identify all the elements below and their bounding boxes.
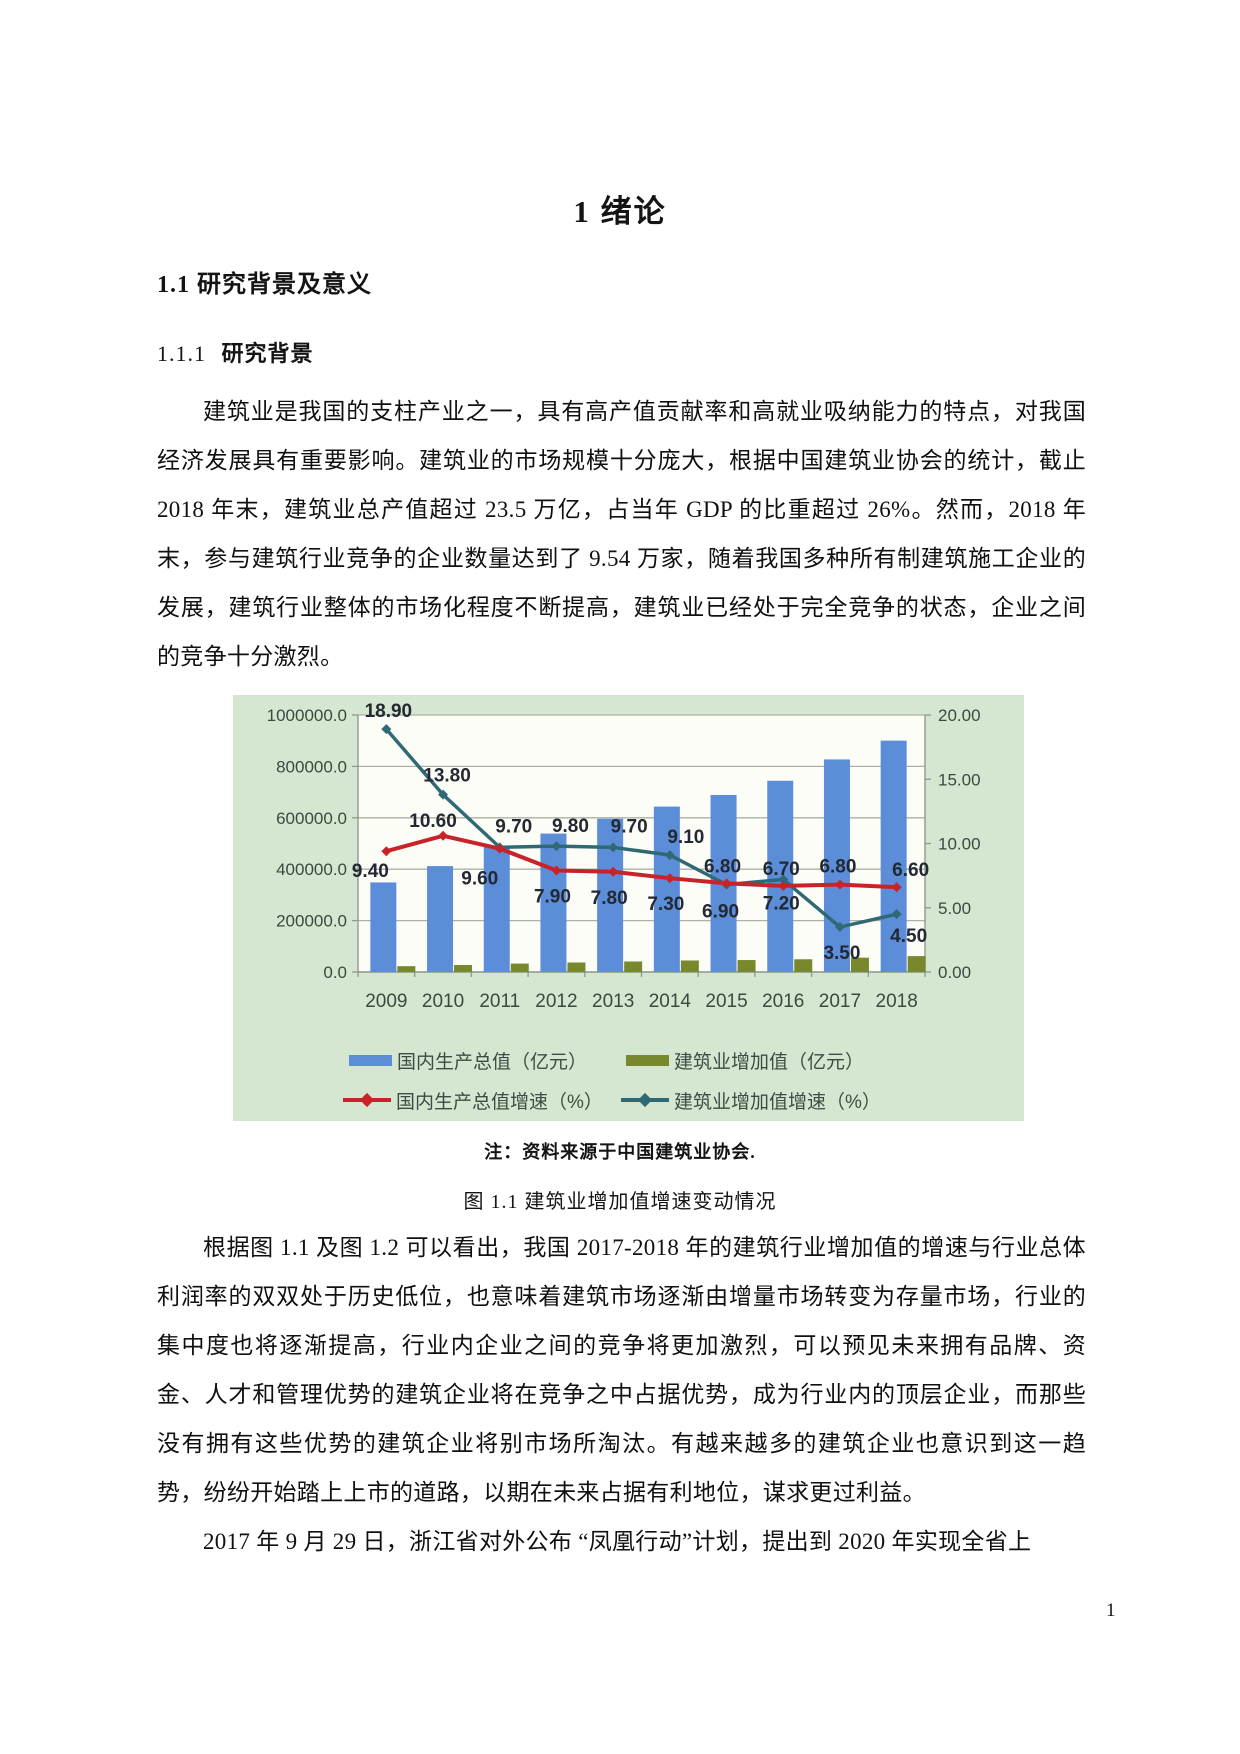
svg-text:7.90: 7.90 (534, 886, 571, 907)
svg-text:7.20: 7.20 (763, 893, 800, 914)
svg-text:600000.0: 600000.0 (276, 809, 347, 828)
svg-text:800000.0: 800000.0 (276, 757, 347, 776)
paragraph-research-background-1: 建筑业是我国的支柱产业之一，具有高产值贡献率和高就业吸纳能力的特点，对我国经济发… (157, 399, 1086, 669)
figure-combo-chart: 1000000.0 800000.0 600000.0 400000.0 200000.… (233, 695, 1024, 1121)
figure-note: 注：资料来源于中国建筑业协会. (484, 1142, 756, 1162)
svg-text:2012: 2012 (535, 991, 577, 1012)
subsection-title: 研究背景 (221, 341, 314, 366)
svg-text:7.30: 7.30 (647, 894, 684, 915)
subsection-number: 1.1.1 (157, 341, 206, 366)
svg-text:6.80: 6.80 (704, 857, 741, 878)
svg-text:9.60: 9.60 (461, 869, 498, 890)
svg-text:2013: 2013 (592, 991, 634, 1012)
svg-text:15.00: 15.00 (938, 770, 981, 789)
svg-text:2010: 2010 (422, 991, 464, 1012)
paragraph-research-background-3: 2017 年 9 月 29 日，浙江省对外公布 “凤凰行动”计划，提出到 202… (203, 1529, 1032, 1554)
svg-text:6.70: 6.70 (763, 859, 800, 880)
svg-text:10.00: 10.00 (938, 835, 981, 854)
svg-text:9.80: 9.80 (552, 816, 589, 837)
svg-text:7.80: 7.80 (591, 888, 628, 909)
svg-text:2017: 2017 (819, 991, 861, 1012)
svg-text:3.50: 3.50 (823, 943, 860, 964)
svg-text:6.90: 6.90 (702, 901, 739, 922)
svg-text:9.70: 9.70 (495, 816, 532, 837)
svg-text:9.70: 9.70 (611, 816, 648, 837)
svg-text:400000.0: 400000.0 (276, 860, 347, 879)
paragraph-research-background-2: 根据图 1.1 及图 1.2 可以看出，我国 2017-2018 年的建筑行业增… (157, 1235, 1086, 1505)
svg-text:18.90: 18.90 (365, 701, 413, 722)
page-title: 1 绪论 (573, 194, 667, 229)
svg-text:6.80: 6.80 (819, 857, 856, 878)
svg-text:2018: 2018 (876, 991, 918, 1012)
section-heading: 1.1 研究背景及意义 (157, 272, 372, 298)
combo-chart-canvas: 1000000.0 800000.0 600000.0 400000.0 200000.… (233, 695, 1024, 1121)
svg-text:200000.0: 200000.0 (276, 912, 347, 931)
svg-text:2015: 2015 (705, 991, 747, 1012)
page-number: 1 (1106, 1600, 1116, 1621)
svg-text:2009: 2009 (365, 991, 407, 1012)
svg-text:5.00: 5.00 (938, 899, 971, 918)
svg-text:2016: 2016 (762, 991, 804, 1012)
svg-text:4.50: 4.50 (890, 926, 927, 947)
svg-text:6.60: 6.60 (892, 860, 929, 881)
svg-text:13.80: 13.80 (423, 766, 471, 787)
svg-text:0.00: 0.00 (938, 963, 971, 982)
svg-text:20.00: 20.00 (938, 706, 981, 725)
svg-text:0.0: 0.0 (323, 963, 347, 982)
svg-text:2014: 2014 (649, 991, 692, 1012)
svg-text:10.60: 10.60 (409, 811, 457, 832)
svg-text:9.10: 9.10 (667, 827, 704, 848)
svg-text:2011: 2011 (479, 991, 520, 1012)
figure-caption: 图 1.1 建筑业增加值增速变动情况 (463, 1191, 777, 1213)
subsection-heading: 1.1.1 研究背景 (157, 336, 314, 368)
svg-text:1000000.0: 1000000.0 (267, 706, 347, 725)
svg-text:9.40: 9.40 (352, 861, 389, 882)
